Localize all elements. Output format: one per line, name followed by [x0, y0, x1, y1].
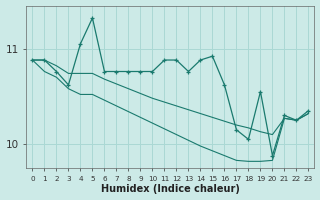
X-axis label: Humidex (Indice chaleur): Humidex (Indice chaleur)	[101, 184, 240, 194]
